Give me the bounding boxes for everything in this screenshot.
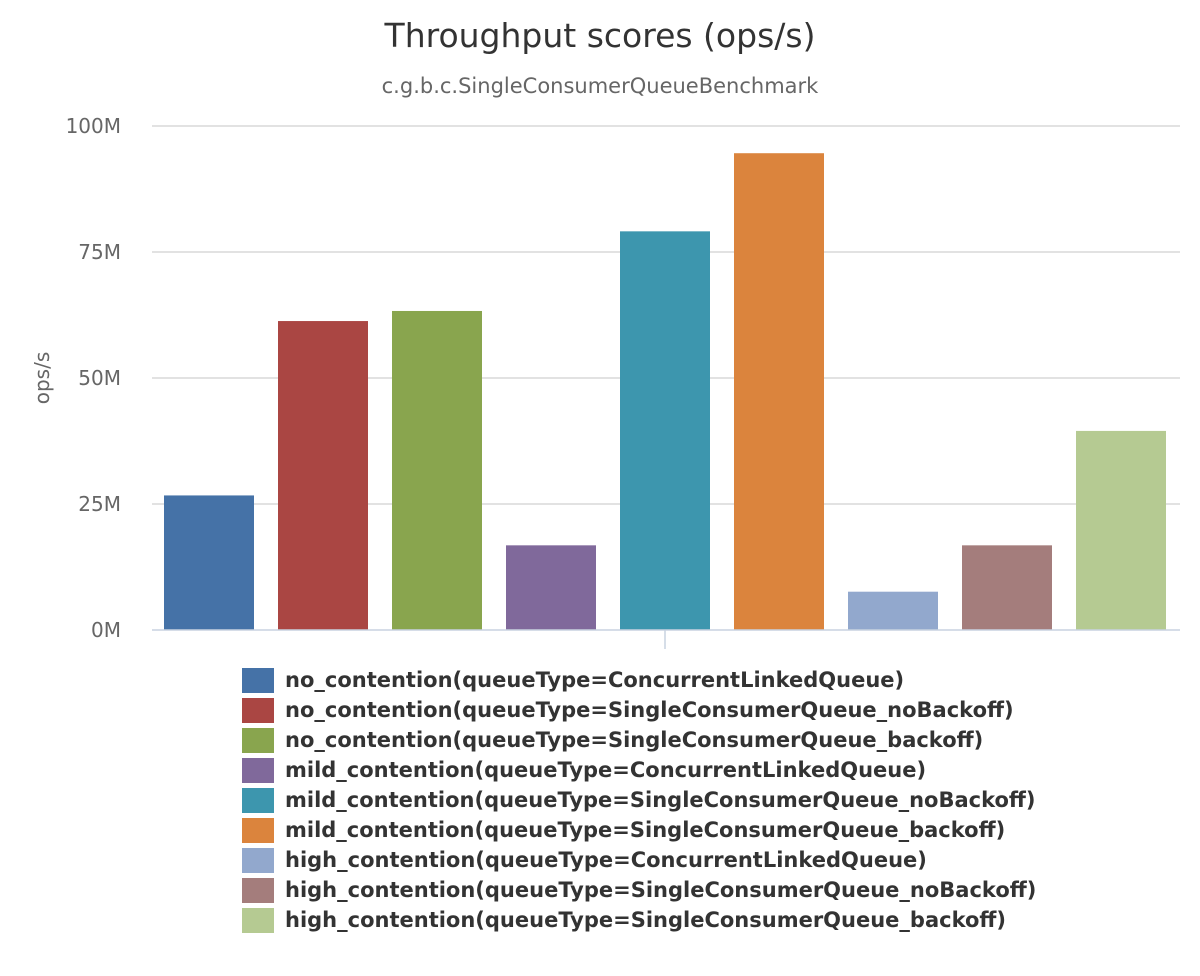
bar-7[interactable] [848,591,938,630]
legend-label: no_contention(queueType=SingleConsumerQu… [285,698,1014,722]
legend-swatch [242,817,274,843]
y-tick-label: 100M [66,114,121,138]
legend-item[interactable]: no_contention(queueType=ConcurrentLinked… [242,665,1142,695]
legend-label: mild_contention(queueType=SingleConsumer… [285,788,1036,812]
legend-swatch [242,787,274,813]
y-axis-ticks: 0M 25M 50M 75M 100M [66,114,121,642]
bar-9[interactable] [1076,430,1166,630]
bar-8[interactable] [962,545,1052,630]
legend-swatch [242,727,274,753]
bar-2[interactable] [278,321,368,630]
chart-subtitle: c.g.b.c.SingleConsumerQueueBenchmark [382,74,820,98]
legend-label: high_contention(queueType=SingleConsumer… [285,908,1007,932]
y-tick-label: 25M [78,492,121,516]
y-axis-title: ops/s [30,352,54,405]
legend-item[interactable]: no_contention(queueType=SingleConsumerQu… [242,695,1142,725]
legend-swatch [242,847,274,873]
legend-label: mild_contention(queueType=ConcurrentLink… [285,758,927,782]
legend-label: no_contention(queueType=ConcurrentLinked… [285,668,905,692]
chart-title: Throughput scores (ops/s) [384,16,816,55]
legend: no_contention(queueType=ConcurrentLinked… [242,665,1142,935]
legend-swatch [242,667,274,693]
bar-1[interactable] [164,495,254,630]
legend-item[interactable]: no_contention(queueType=SingleConsumerQu… [242,725,1142,755]
legend-item[interactable]: high_contention(queueType=ConcurrentLink… [242,845,1142,875]
bar-4[interactable] [506,545,596,630]
legend-label: no_contention(queueType=SingleConsumerQu… [285,728,984,752]
legend-item[interactable]: mild_contention(queueType=SingleConsumer… [242,785,1142,815]
legend-item[interactable]: high_contention(queueType=SingleConsumer… [242,875,1142,905]
legend-swatch [242,697,274,723]
y-tick-label: 75M [78,240,121,264]
legend-swatch [242,757,274,783]
y-tick-label: 50M [78,366,121,390]
legend-item[interactable]: high_contention(queueType=SingleConsumer… [242,905,1142,935]
legend-label: high_contention(queueType=ConcurrentLink… [285,848,927,872]
bar-3[interactable] [392,310,482,630]
legend-swatch [242,907,274,933]
legend-item[interactable]: mild_contention(queueType=ConcurrentLink… [242,755,1142,785]
legend-label: mild_contention(queueType=SingleConsumer… [285,818,1006,842]
chart-area: Throughput scores (ops/s) c.g.b.c.Single… [30,16,1180,649]
y-tick-label: 0M [91,618,121,642]
bars [164,153,1166,630]
legend-label: high_contention(queueType=SingleConsumer… [285,878,1037,902]
legend-item[interactable]: mild_contention(queueType=SingleConsumer… [242,815,1142,845]
bar-6[interactable] [734,153,824,630]
legend-swatch [242,877,274,903]
bar-5[interactable] [620,231,710,630]
